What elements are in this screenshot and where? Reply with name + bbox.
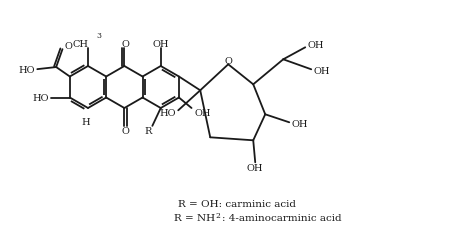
Text: 3: 3 bbox=[96, 32, 101, 40]
Text: O: O bbox=[224, 56, 232, 66]
Text: HO: HO bbox=[19, 66, 35, 74]
Text: HO: HO bbox=[160, 108, 176, 117]
Text: R = OH: carminic acid: R = OH: carminic acid bbox=[178, 200, 296, 209]
Text: OH: OH bbox=[307, 41, 324, 50]
Text: 2: 2 bbox=[216, 212, 220, 220]
Text: R = NH: R = NH bbox=[174, 214, 215, 222]
Text: O: O bbox=[64, 42, 73, 50]
Text: OH: OH bbox=[194, 108, 211, 117]
Text: H: H bbox=[82, 118, 91, 127]
Text: HO: HO bbox=[32, 94, 49, 102]
Text: OH: OH bbox=[291, 119, 308, 128]
Text: O: O bbox=[121, 40, 129, 48]
Text: OH: OH bbox=[153, 40, 169, 48]
Text: OH: OH bbox=[247, 163, 264, 172]
Text: : 4-aminocarminic acid: : 4-aminocarminic acid bbox=[222, 214, 342, 222]
Text: OH: OH bbox=[313, 66, 330, 76]
Text: CH: CH bbox=[73, 40, 89, 48]
Text: O: O bbox=[121, 127, 129, 136]
Text: R: R bbox=[145, 127, 152, 136]
